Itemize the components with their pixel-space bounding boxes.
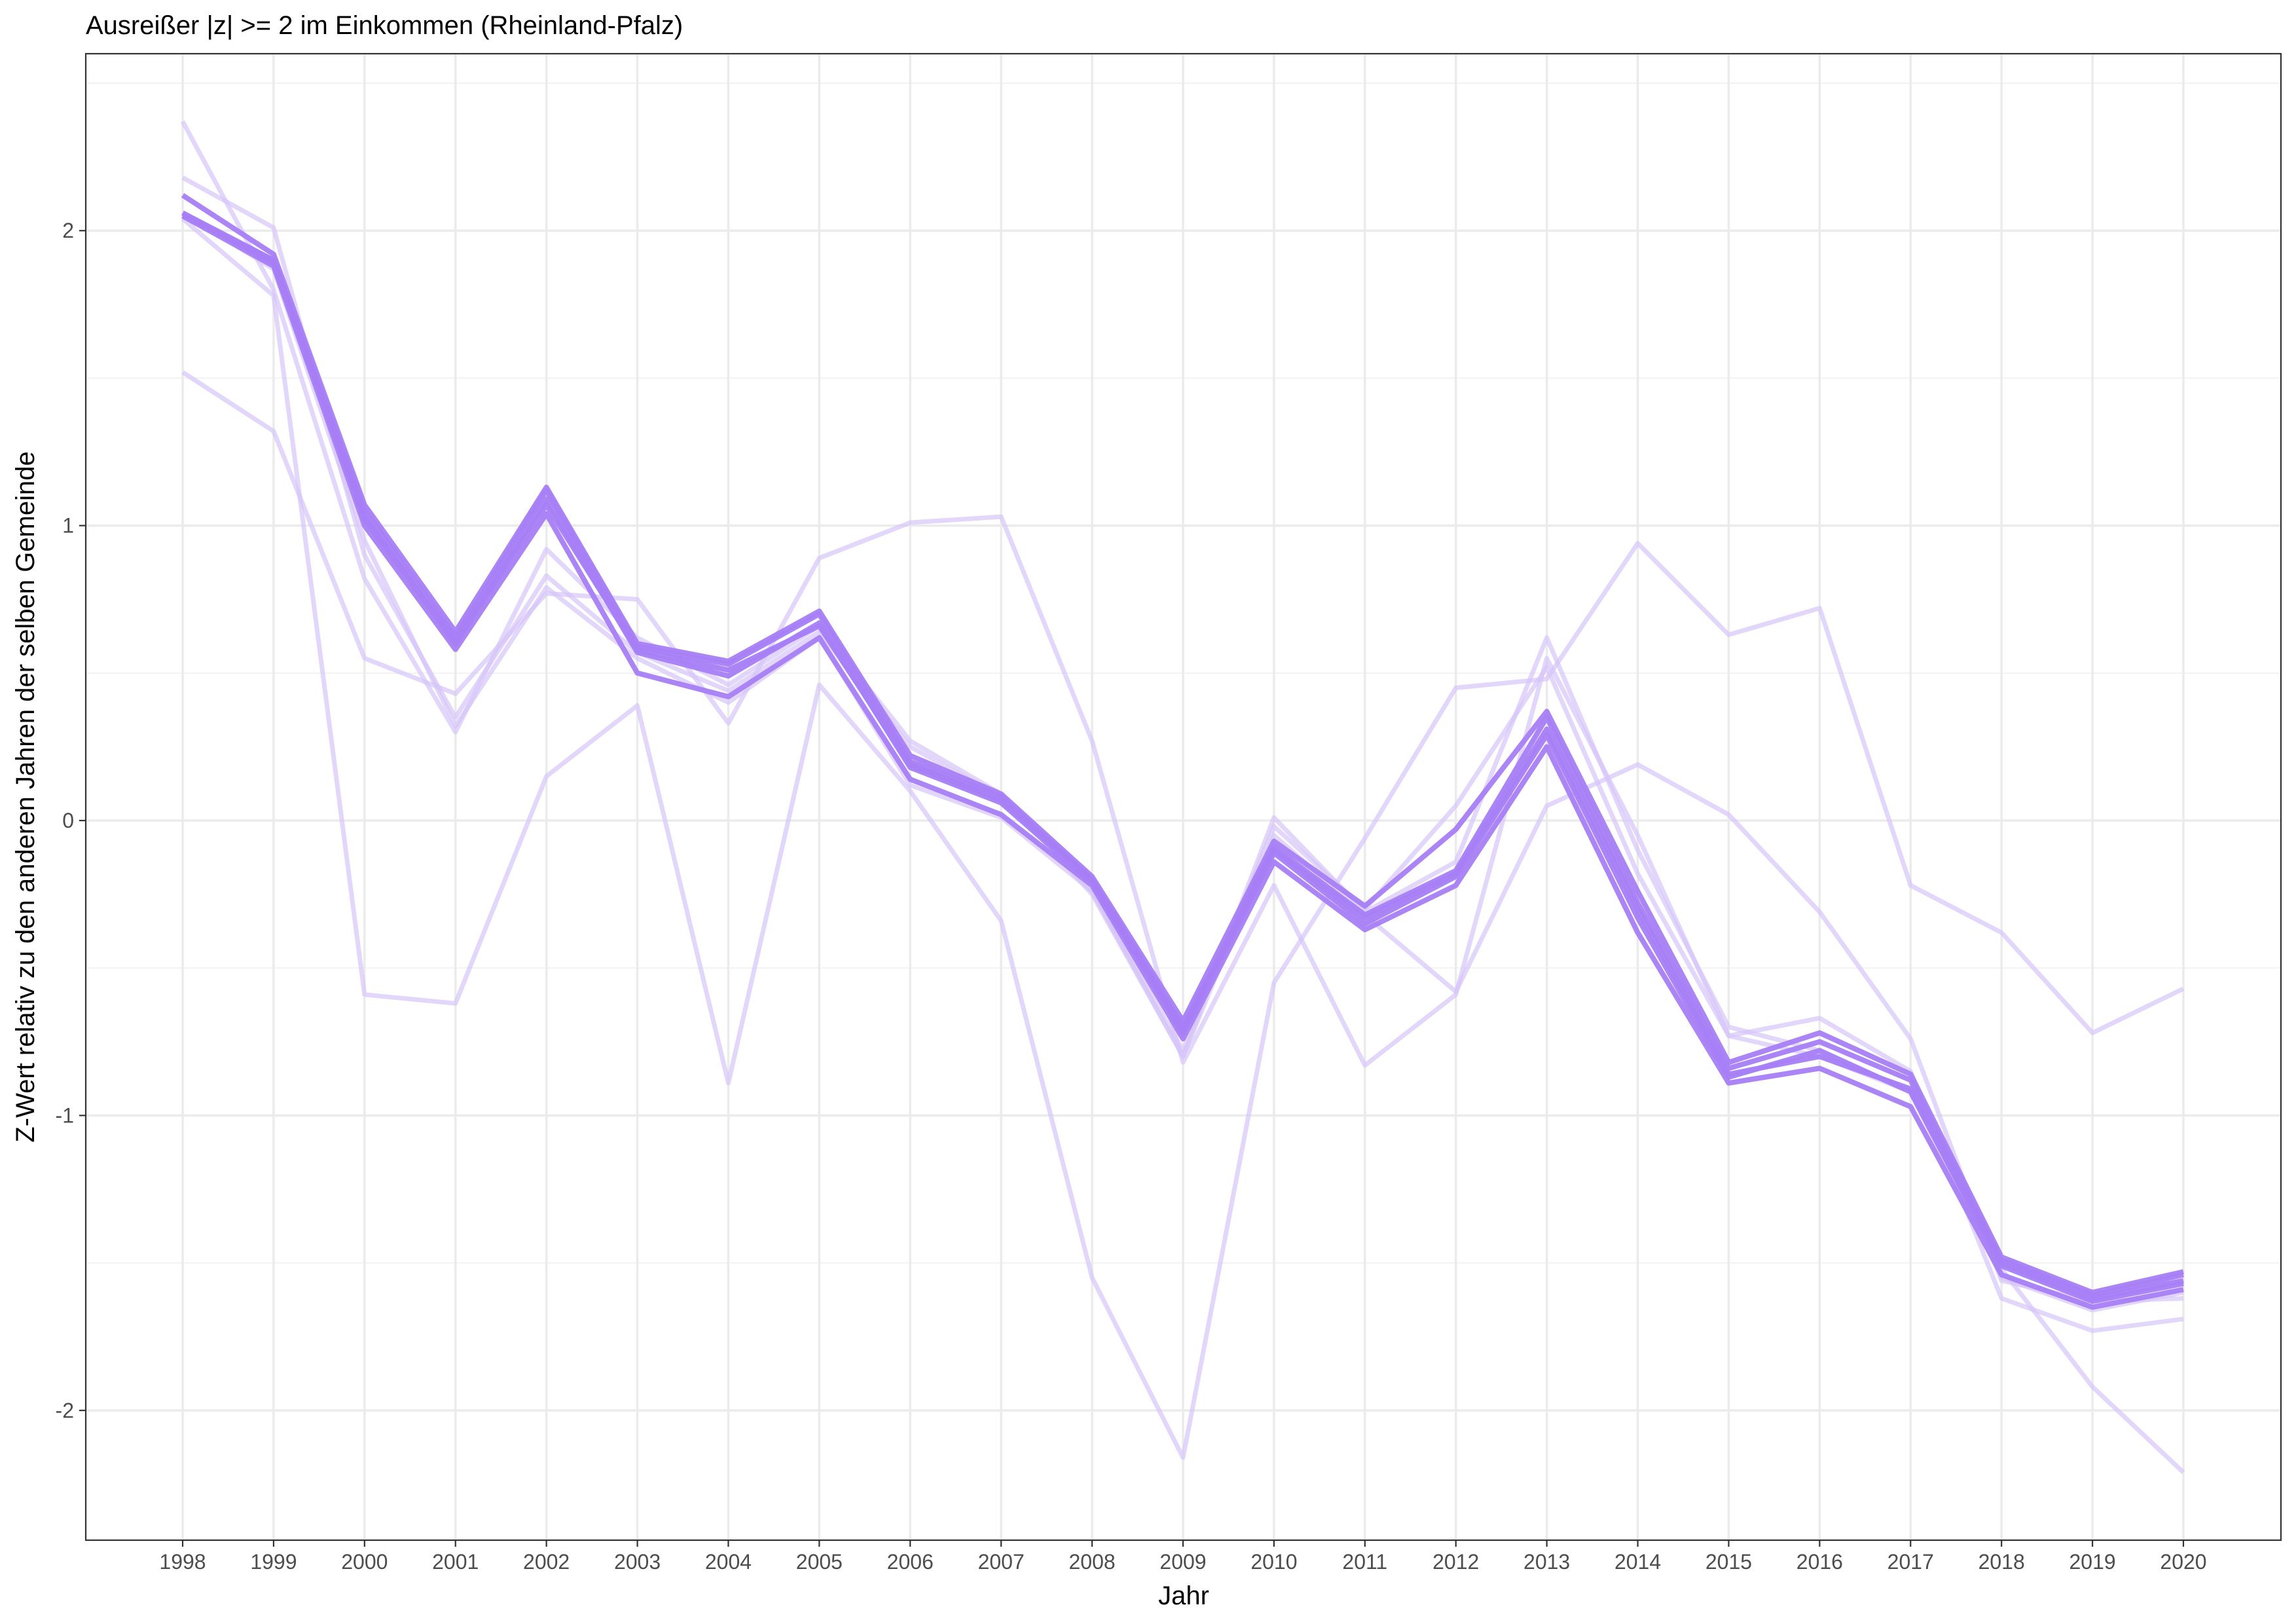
x-tick-label: 1999	[250, 1550, 297, 1574]
x-tick-label: 2017	[1887, 1550, 1934, 1574]
series-lines	[180, 120, 2185, 1474]
major-gridlines	[86, 54, 2281, 1540]
series-line	[181, 213, 2184, 1310]
series-line	[181, 193, 2184, 1295]
y-tick-label: -1	[56, 1103, 74, 1127]
x-tick-label: 2015	[1705, 1550, 1752, 1574]
x-tick-label: 2016	[1796, 1550, 1843, 1574]
y-tick-label: 1	[62, 514, 74, 538]
series-line	[181, 217, 2185, 1460]
x-tick-label: 2001	[432, 1550, 479, 1574]
x-tick-label: 2010	[1250, 1550, 1297, 1574]
series-line	[181, 213, 2184, 1301]
x-tick-label: 2003	[614, 1550, 661, 1574]
y-tick-label: -2	[56, 1399, 74, 1422]
y-axis-title: Z-Wert relativ zu den anderen Jahren der…	[11, 451, 40, 1142]
x-tick-label: 2020	[2160, 1550, 2206, 1574]
x-tick-label: 2008	[1068, 1550, 1115, 1574]
y-tick-label: 2	[62, 219, 74, 242]
x-tick-label: 2012	[1432, 1550, 1479, 1574]
x-tick-label: 1998	[159, 1550, 206, 1574]
y-tick-label: 0	[62, 809, 74, 832]
x-tick-label: 2007	[978, 1550, 1025, 1574]
x-tick-label: 2013	[1523, 1550, 1570, 1574]
x-tick-label: 2002	[523, 1550, 570, 1574]
y-axis: -2 -1 0 1 2	[56, 219, 86, 1422]
x-tick-label: 2009	[1159, 1550, 1206, 1574]
x-tick-label: 2006	[887, 1550, 934, 1574]
x-tick-label: 2005	[796, 1550, 843, 1574]
x-tick-label: 2011	[1342, 1550, 1387, 1574]
chart-title: Ausreißer |z| >= 2 im Einkommen (Rheinla…	[86, 11, 683, 40]
x-tick-label: 2019	[2069, 1550, 2115, 1574]
x-axis: 1998 1999 2000 2001 2002 2003 2004 2005 2006 2007…	[159, 1540, 2207, 1574]
x-tick-label: 2014	[1614, 1550, 1661, 1574]
x-tick-label: 2004	[705, 1550, 752, 1574]
series-line	[181, 211, 2184, 1304]
x-axis-title: Jahr	[1158, 1581, 1209, 1610]
x-tick-label: 2018	[1978, 1550, 2025, 1574]
x-tick-label: 2000	[341, 1550, 388, 1574]
